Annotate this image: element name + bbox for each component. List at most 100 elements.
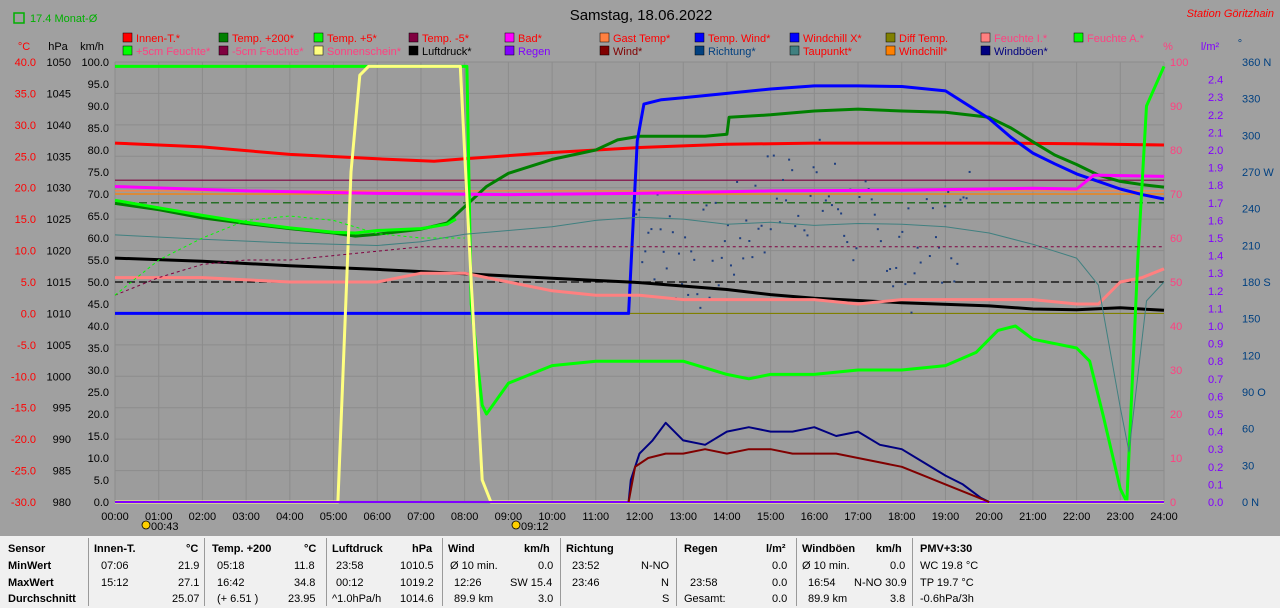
percent-axis-tick: 10 xyxy=(1170,453,1182,465)
stats-windboeen-max-value: N-NO 30.9 xyxy=(854,577,907,589)
legend-label: Gast Temp* xyxy=(613,33,671,45)
temp-axis-tick: 20.0 xyxy=(15,183,36,195)
direction-point xyxy=(827,195,830,198)
legend: Innen-T.* Temp. +200* Temp. +5* Temp. -5* Ba… xyxy=(122,32,1145,58)
series-line-sonnenschein- xyxy=(115,64,1164,504)
rain-axis-tick: 2.3 xyxy=(1208,92,1223,104)
direction-point xyxy=(904,283,907,286)
legend-swatch xyxy=(599,32,610,43)
direction-point xyxy=(824,199,827,202)
stats-wind-unit: km/h xyxy=(524,543,550,555)
legend-label: Diff Temp. xyxy=(899,33,948,45)
chart-canvas: 40.0 35.0 30.0 25.0 20.0 15.0 10.0 5.0 0.0 -5.0 -1… xyxy=(10,7,1275,533)
direction-point xyxy=(693,258,696,261)
stats-regen-avg-extra: Gesamt: xyxy=(684,593,726,605)
direction-point xyxy=(708,296,711,299)
direction-point xyxy=(665,267,668,270)
direction-point xyxy=(846,241,849,244)
direction-point xyxy=(925,198,928,201)
stats-windboeen-min-value: 0.0 xyxy=(890,560,906,572)
stats-innen-min-value: 21.9 xyxy=(178,560,200,572)
legend-swatch xyxy=(789,32,800,43)
direction-axis-tick: 240 xyxy=(1242,204,1260,216)
legend-swatch xyxy=(599,45,610,56)
percent-axis-tick: 40 xyxy=(1170,321,1182,333)
pressure-axis: 1050 1045 1040 1035 1030 1025 1020 1015 1010 1005… xyxy=(47,57,71,509)
direction-point xyxy=(812,166,815,169)
direction-point xyxy=(898,235,901,238)
legend-swatch xyxy=(980,32,991,43)
percent-axis-tick: 0 xyxy=(1170,497,1176,509)
direction-point xyxy=(720,256,723,259)
legend-swatch xyxy=(504,32,515,43)
direction-point xyxy=(876,228,879,231)
sunset-icon xyxy=(511,520,521,530)
kmh-axis-tick: 55.0 xyxy=(88,255,109,267)
temp-axis-tick: 10.0 xyxy=(15,246,36,258)
legend-label: -5cm Feuchte* xyxy=(232,46,304,58)
direction-point xyxy=(644,250,647,253)
direction-point xyxy=(736,180,739,183)
legend-label: Feuchte I.* xyxy=(994,33,1048,45)
stats-regen-header: Regen xyxy=(684,543,718,555)
direction-point xyxy=(852,259,855,262)
temp-axis-tick: -30.0 xyxy=(11,497,36,509)
stats-luftdruck-column: Luftdruck hPa 23:58 1010.5 00:12 1019.2 … xyxy=(332,536,440,608)
direction-axis-tick: 330 xyxy=(1242,94,1260,106)
kmh-axis-tick: 100.0 xyxy=(81,57,109,69)
series-line-feuchte-i- xyxy=(115,267,1165,306)
stats-regen-avg-value: 0.0 xyxy=(772,593,788,605)
stats-windboeen-avg-value: 3.8 xyxy=(890,593,906,605)
direction-axis-tick: 30 xyxy=(1242,460,1254,472)
rain-axis-tick: 2.4 xyxy=(1208,75,1223,87)
direction-point xyxy=(962,196,965,199)
x-axis-tick: 05:00 xyxy=(320,511,348,523)
legend-label: Temp. Wind* xyxy=(708,33,771,45)
pressure-axis-tick: 995 xyxy=(53,403,71,415)
stats-temp200-avg-extra: (+ 6.51 ) xyxy=(217,593,259,605)
percent-axis-tick: 70 xyxy=(1170,189,1182,201)
stats-luftdruck-min-value: 1010.5 xyxy=(400,560,434,572)
stats-wind-max-time: 12:26 xyxy=(454,577,482,589)
direction-point xyxy=(953,280,956,283)
direction-point xyxy=(858,196,861,199)
legend-label: Sonnenschein* xyxy=(327,46,402,58)
x-axis-tick: 00:00 xyxy=(101,511,129,523)
direction-point xyxy=(754,184,757,187)
kmh-axis-tick: 90.0 xyxy=(88,101,109,113)
rain-axis: 2.4 2.3 2.2 2.1 2.0 1.9 1.8 1.7 1.6 1.5 1.4 1.3 1.2 1… xyxy=(1208,75,1223,509)
kmh-axis-tick: 40.0 xyxy=(88,321,109,333)
stats-separator xyxy=(326,538,327,606)
direction-point xyxy=(677,252,680,255)
legend-label: Richtung* xyxy=(708,46,756,58)
direction-point xyxy=(947,190,950,193)
stats-temp200-max-value: 34.8 xyxy=(294,577,316,589)
kmh-axis-tick: 45.0 xyxy=(88,299,109,311)
sunrise-time: 00:43 xyxy=(151,521,179,533)
series-line-bad- xyxy=(114,173,1165,197)
direction-point xyxy=(647,231,650,234)
statistics-table: Sensor MinWert MaxWert Durchschnitt Inne… xyxy=(0,536,1280,608)
legend-label: Taupunkt* xyxy=(803,46,853,58)
direction-axis: 360 N 330 300 270 W 240 210 180 S 150 120 90 O 60 3… xyxy=(1242,57,1274,509)
temp-axis-tick: -20.0 xyxy=(11,434,36,446)
direction-point xyxy=(840,212,843,215)
legend-swatch xyxy=(408,45,419,56)
direction-axis-tick: 120 xyxy=(1242,350,1260,362)
x-axis-tick: 23:00 xyxy=(1107,511,1135,523)
direction-point xyxy=(803,229,806,232)
stats-innen-avg-value: 25.07 xyxy=(172,593,200,605)
direction-point xyxy=(895,266,898,269)
legend-swatch xyxy=(1073,32,1084,43)
direction-point xyxy=(760,224,763,227)
stats-windboeen-column: Windböen km/h Ø 10 min. 0.0 16:54 N-NO 3… xyxy=(802,536,910,608)
series-line-temp-200- xyxy=(114,107,1165,238)
stats-regen-min-value: 0.0 xyxy=(772,560,788,572)
legend-label: +5cm Feuchte* xyxy=(136,46,211,58)
x-axis-tick: 07:00 xyxy=(407,511,435,523)
stats-separator xyxy=(912,538,913,606)
direction-axis-tick: 300 xyxy=(1242,130,1260,142)
direction-point xyxy=(931,207,934,210)
stats-richtung-column: Richtung 23:52 N-NO 23:46 N S xyxy=(566,536,672,608)
